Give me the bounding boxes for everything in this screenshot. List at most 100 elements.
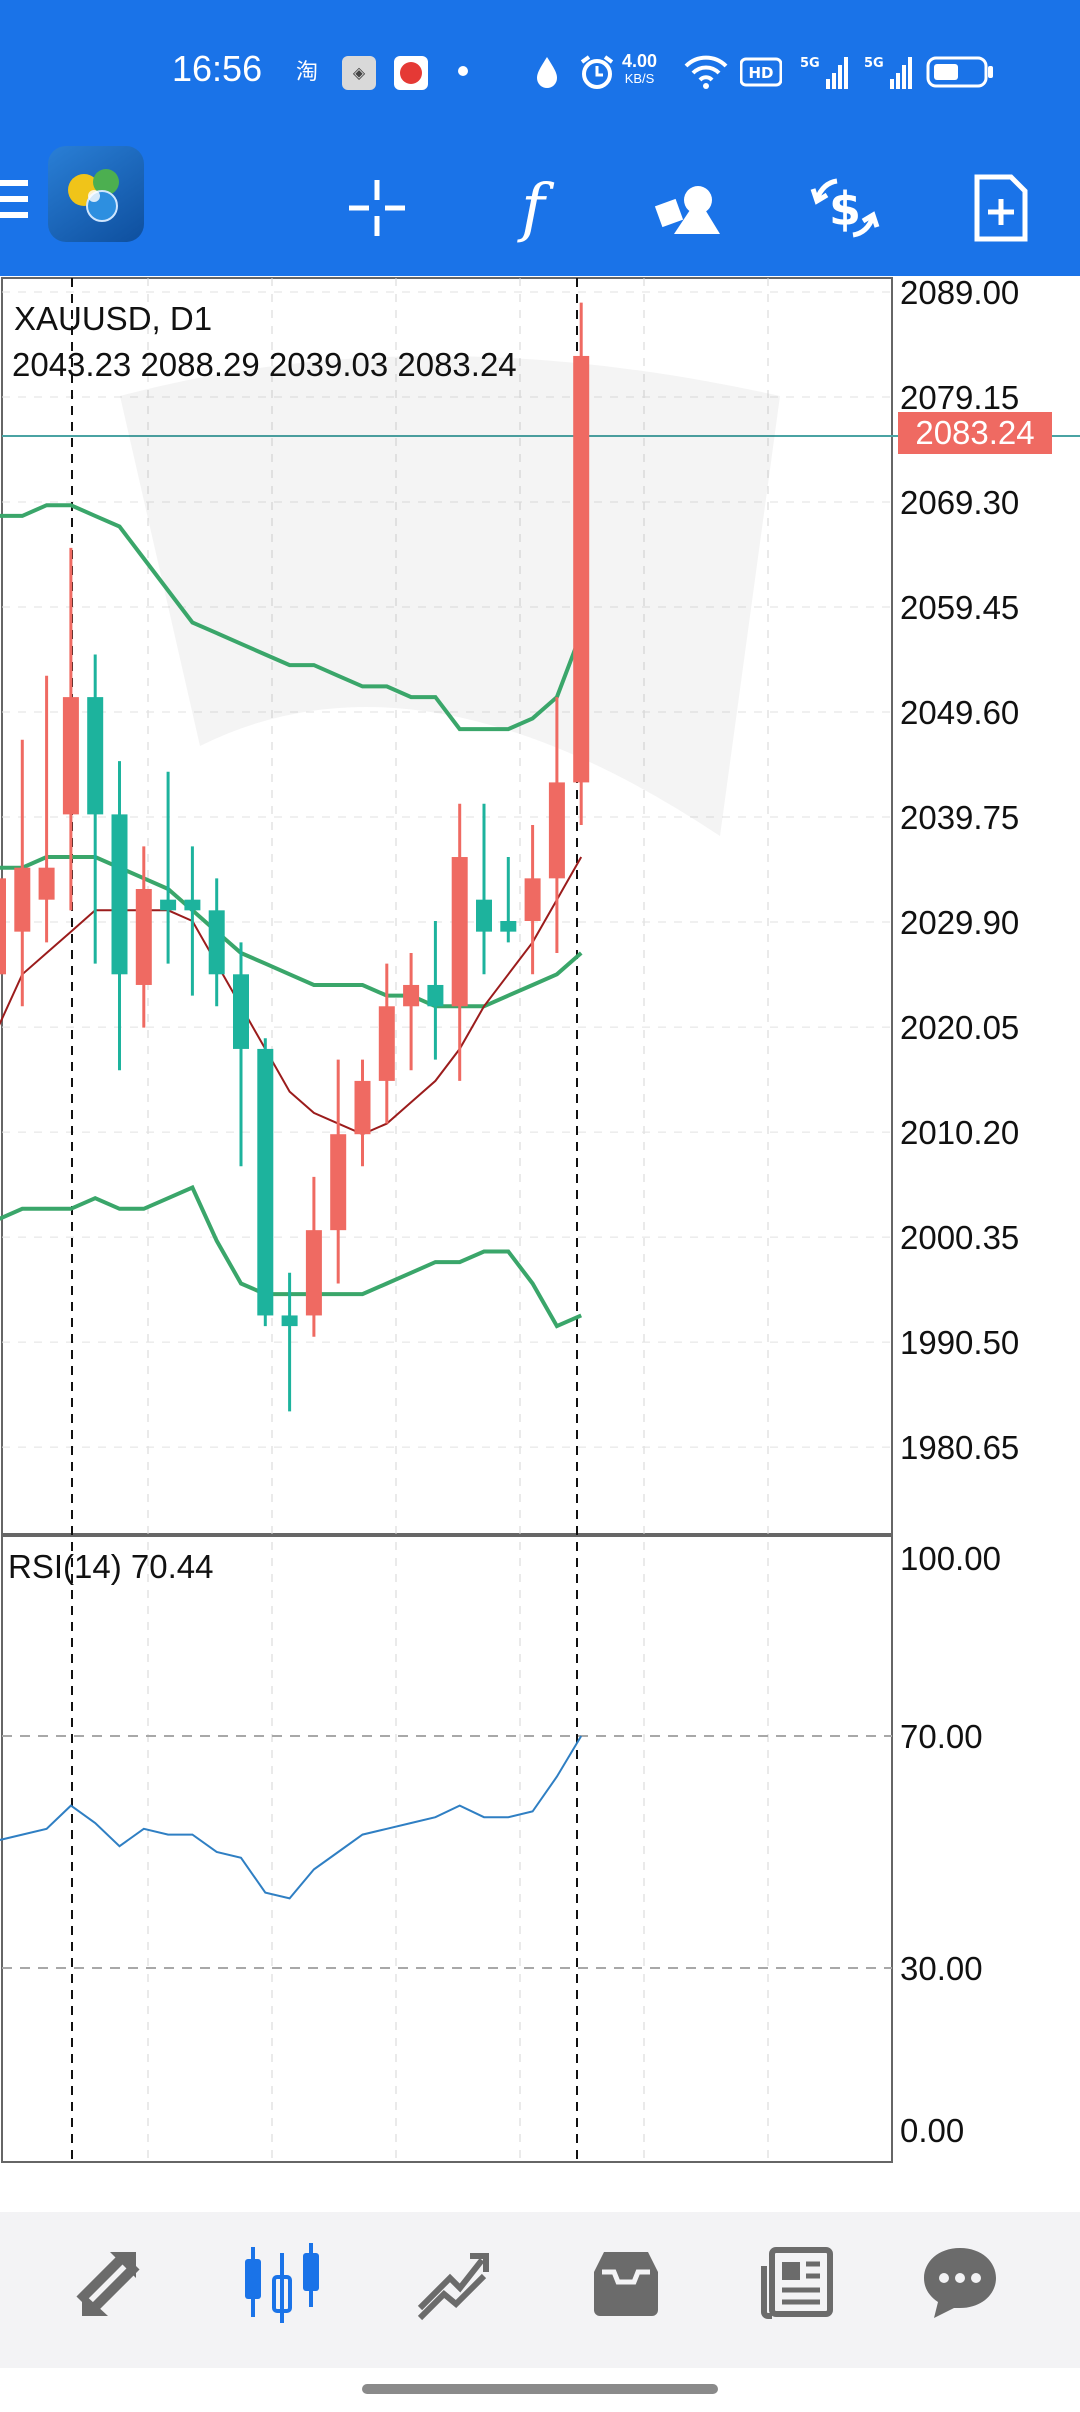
candle <box>208 878 225 1007</box>
status-bar: 16:56 淘 ◈ 4.00 KB/S HD 5G 5G <box>0 0 1080 140</box>
battery-icon <box>926 52 996 92</box>
home-indicator[interactable] <box>362 2384 718 2394</box>
chart-grid <box>1 277 1080 2163</box>
candle-body <box>160 899 177 911</box>
taobao-icon: 淘 <box>295 60 318 85</box>
candle <box>403 952 420 1071</box>
indicators-icon: f <box>517 173 555 243</box>
clock: 16:56 <box>172 48 263 89</box>
price-tick-label: 2049.60 <box>900 694 1019 731</box>
candle-body <box>184 899 201 911</box>
candle-body <box>87 697 104 815</box>
candle-body <box>378 1006 395 1081</box>
candle-body <box>38 867 55 900</box>
water-drop-icon <box>532 52 562 92</box>
rsi-tick-label: 70.00 <box>900 1718 983 1755</box>
candle-body <box>354 1080 371 1135</box>
svg-text:f: f <box>517 173 555 243</box>
news-icon <box>761 2247 833 2319</box>
hd-icon: HD <box>740 52 782 92</box>
candle-body <box>62 697 79 815</box>
price-axis: 2089.00 2079.15 2069.30 2059.45 2049.60 2039.… <box>900 276 1019 2149</box>
candle-body <box>135 889 152 985</box>
price-tick-label: 2089.00 <box>900 276 1019 311</box>
nav-chat[interactable] <box>900 2222 1020 2342</box>
candle <box>573 302 590 826</box>
last-price-tag <box>898 412 1052 454</box>
symbols-button[interactable]: $ <box>790 140 900 276</box>
candle-body <box>427 984 444 1007</box>
wifi-icon <box>684 52 728 92</box>
metatrader-logo[interactable] <box>48 146 144 242</box>
candle <box>38 675 55 943</box>
new-order-button[interactable] <box>946 140 1056 276</box>
crosshair-button[interactable] <box>322 140 432 276</box>
candle-body <box>451 857 468 1007</box>
candle <box>378 963 395 1124</box>
alarm-icon <box>578 52 616 92</box>
svg-text:HD: HD <box>748 64 773 82</box>
price-tick-label: 2020.05 <box>900 1009 1019 1046</box>
candle-body <box>281 1315 298 1327</box>
app-icon: ◈ <box>342 56 376 90</box>
quotes-icon <box>76 2252 140 2316</box>
candle-body <box>500 920 517 932</box>
chart-icon <box>245 2243 319 2323</box>
candle <box>135 846 152 1028</box>
menu-icon[interactable] <box>0 174 30 224</box>
candle <box>0 878 6 975</box>
net-speed: 4.00 KB/S <box>622 51 658 86</box>
candle-body <box>14 867 31 932</box>
candle <box>160 771 177 964</box>
metatrader-logo-icon <box>68 169 119 222</box>
candle <box>427 920 444 1060</box>
upper-band-line <box>0 503 584 732</box>
candle <box>305 1176 322 1337</box>
candle <box>14 739 31 1007</box>
symbols-icon: $ <box>810 178 880 238</box>
candles <box>0 302 590 1412</box>
candle-body <box>208 910 225 975</box>
price-tick-label: 2000.35 <box>900 1219 1019 1256</box>
indicators-button[interactable]: f <box>478 140 588 276</box>
price-tick-label: 2010.20 <box>900 1114 1019 1151</box>
candle <box>354 1059 371 1167</box>
history-icon <box>594 2252 658 2316</box>
middle-band-line <box>0 855 583 1009</box>
nav-history[interactable] <box>566 2222 686 2342</box>
5g-signal-icon: 5G <box>798 52 848 92</box>
crosshair-icon <box>349 180 405 236</box>
nav-quotes[interactable] <box>50 2222 170 2342</box>
chart-area[interactable]: XAUUSD, D1 2043.23 2088.29 2039.03 2083.… <box>0 276 1080 2168</box>
candle-body <box>476 899 492 932</box>
candle <box>233 942 249 1167</box>
new-order-icon <box>974 174 1028 242</box>
watermark <box>120 356 780 836</box>
candle <box>500 857 517 943</box>
nav-news[interactable] <box>738 2222 858 2342</box>
objects-button[interactable] <box>634 140 744 276</box>
candle <box>330 1059 347 1284</box>
price-tick-label: 2029.90 <box>900 904 1019 941</box>
rsi-frame <box>1 1535 893 2163</box>
chat-icon <box>924 2248 996 2318</box>
candle-body <box>403 984 420 1007</box>
nav-chart[interactable] <box>222 2222 342 2342</box>
candle <box>62 547 79 911</box>
ohlc-label: 2043.23 2088.29 2039.03 2083.24 <box>12 346 517 383</box>
candle-body <box>233 974 249 1049</box>
chart-title: XAUUSD, D1 <box>14 300 212 337</box>
nav-trade[interactable] <box>394 2222 514 2342</box>
candle-body <box>0 878 6 975</box>
svg-text:$: $ <box>829 182 861 236</box>
price-tick-label: 2079.15 <box>900 379 1019 416</box>
moving-average-line <box>0 856 583 1136</box>
candle <box>451 803 468 1081</box>
rsi-tick-label: 100.00 <box>900 1540 1001 1577</box>
rsi-line <box>0 1735 583 1900</box>
candle-body <box>330 1134 347 1231</box>
candle <box>87 654 104 964</box>
candle-body <box>548 782 565 879</box>
5g-signal-icon: 5G <box>862 52 912 92</box>
candle <box>524 825 541 975</box>
